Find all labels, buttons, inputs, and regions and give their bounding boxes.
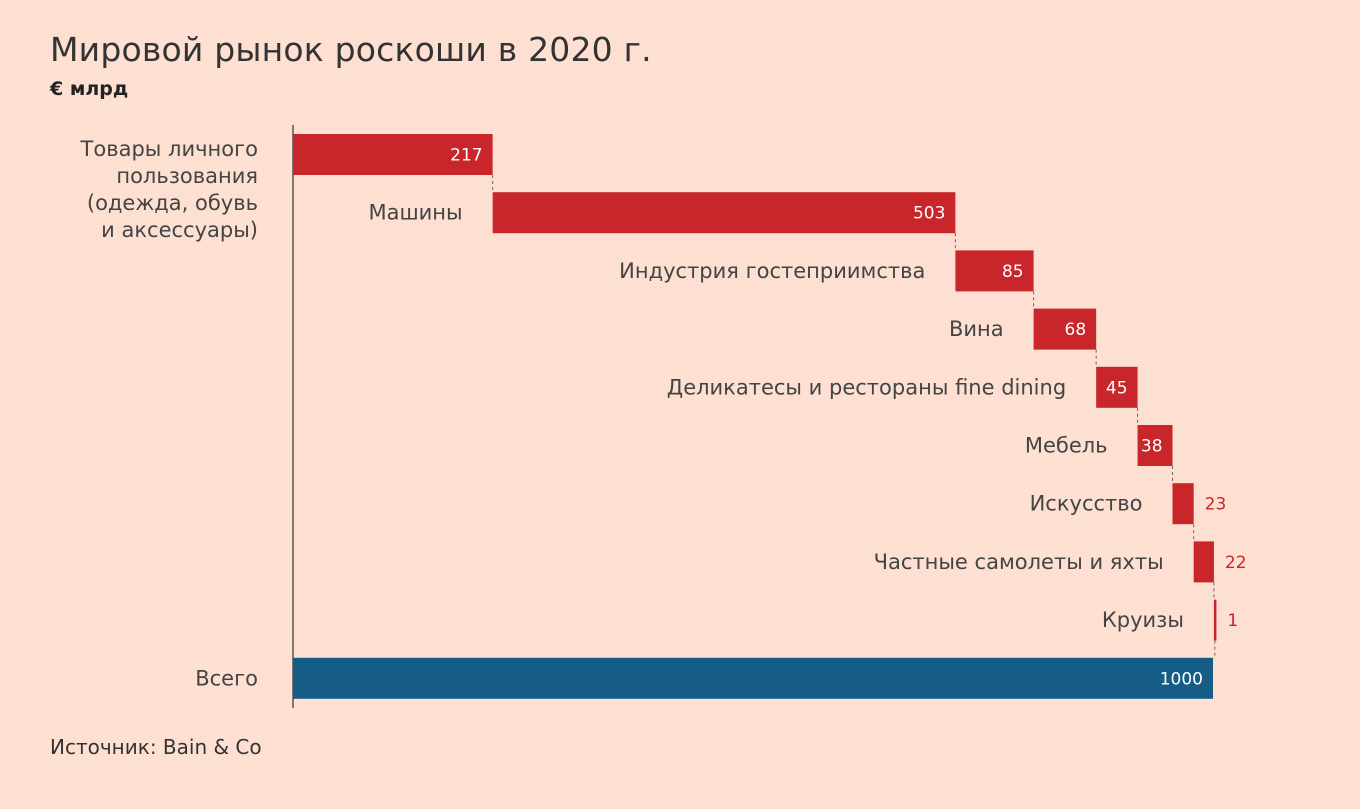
value-label-row-1: 503 [913,204,945,224]
bar-row-8 [1213,599,1217,641]
value-label-row-6: 23 [1205,495,1227,515]
category-label-row-5: Мебель [1025,434,1108,458]
category-label-total: Всего [195,666,258,690]
category-labels: Товары личного пользования (одежда, обувь и… [80,137,1184,690]
value-label-row-3: 68 [1065,320,1087,340]
connectors [492,175,1216,658]
bar-total [293,657,1213,699]
category-label-row-8: Круизы [1102,608,1184,632]
chart-unit: € млрд [50,78,129,100]
bar-row-7 [1193,541,1214,583]
category-label-row-7: Частные самолеты и яхты [874,550,1164,574]
bar-row-3 [1033,308,1097,350]
value-label-row-7: 22 [1225,553,1247,573]
bar-row-2 [955,250,1034,292]
value-label-row-0: 217 [450,146,482,166]
category-label-row-3: Вина [949,317,1004,341]
source-note: Источник: Bain & Co [50,735,262,759]
bar-row-0 [293,134,493,175]
category-label-row-0: Товары личного пользования (одежда, обувь и… [80,137,258,242]
value-label-row-4: 45 [1106,378,1128,398]
category-label-row-4: Деликатесы и рестораны fine dining [667,375,1066,399]
value-labels: 217 503 85 68 45 38 23 22 1 1000 [450,146,1246,690]
bar-row-6 [1172,483,1194,525]
bar-row-5 [1137,425,1173,466]
value-label-total: 1000 [1160,669,1203,689]
bars [293,134,1217,699]
category-label-row-6: Искусство [1030,492,1143,516]
bar-row-1 [492,192,956,234]
value-label-row-2: 85 [1002,262,1024,282]
category-label-row-2: Индустрия гостеприимства [619,259,925,283]
bar-row-4 [1096,366,1138,408]
value-label-row-8: 1 [1227,611,1238,631]
value-label-row-5: 38 [1141,437,1163,457]
category-label-row-1: Машины [368,201,462,225]
chart-title: Мировой рынок роскоши в 2020 г. [50,30,652,69]
